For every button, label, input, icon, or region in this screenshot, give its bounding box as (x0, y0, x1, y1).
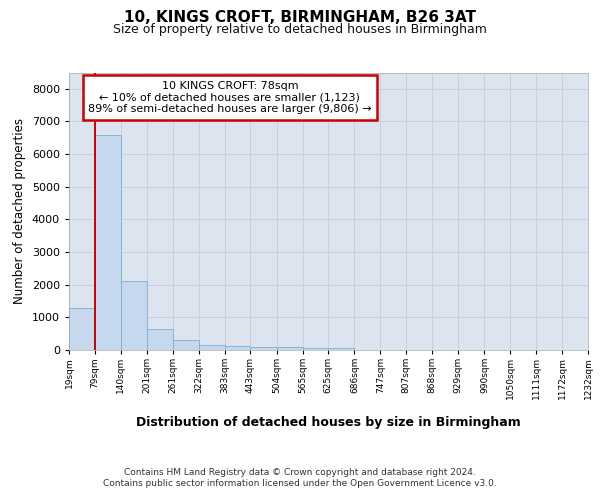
Bar (121, 282, 147, 350)
Bar (328, 348, 355, 350)
Bar (225, 346, 250, 350)
Text: 10 KINGS CROFT: 78sqm
← 10% of detached houses are smaller (1,123)
89% of semi-d: 10 KINGS CROFT: 78sqm ← 10% of detached … (88, 81, 372, 114)
Bar (147, 329, 173, 350)
Text: Distribution of detached houses by size in Birmingham: Distribution of detached houses by size … (136, 416, 521, 429)
Bar (277, 348, 302, 350)
Text: Contains public sector information licensed under the Open Government Licence v3: Contains public sector information licen… (103, 479, 497, 488)
Y-axis label: Number of detached properties: Number of detached properties (13, 118, 26, 304)
Text: Contains HM Land Registry data © Crown copyright and database right 2024.: Contains HM Land Registry data © Crown c… (124, 468, 476, 477)
Bar (69, 308, 95, 350)
Bar (302, 348, 328, 350)
Text: 10, KINGS CROFT, BIRMINGHAM, B26 3AT: 10, KINGS CROFT, BIRMINGHAM, B26 3AT (124, 10, 476, 25)
Bar (199, 345, 225, 350)
Text: Size of property relative to detached houses in Birmingham: Size of property relative to detached ho… (113, 24, 487, 36)
Bar (95, 134, 121, 350)
Bar (173, 340, 199, 350)
Bar (250, 347, 277, 350)
